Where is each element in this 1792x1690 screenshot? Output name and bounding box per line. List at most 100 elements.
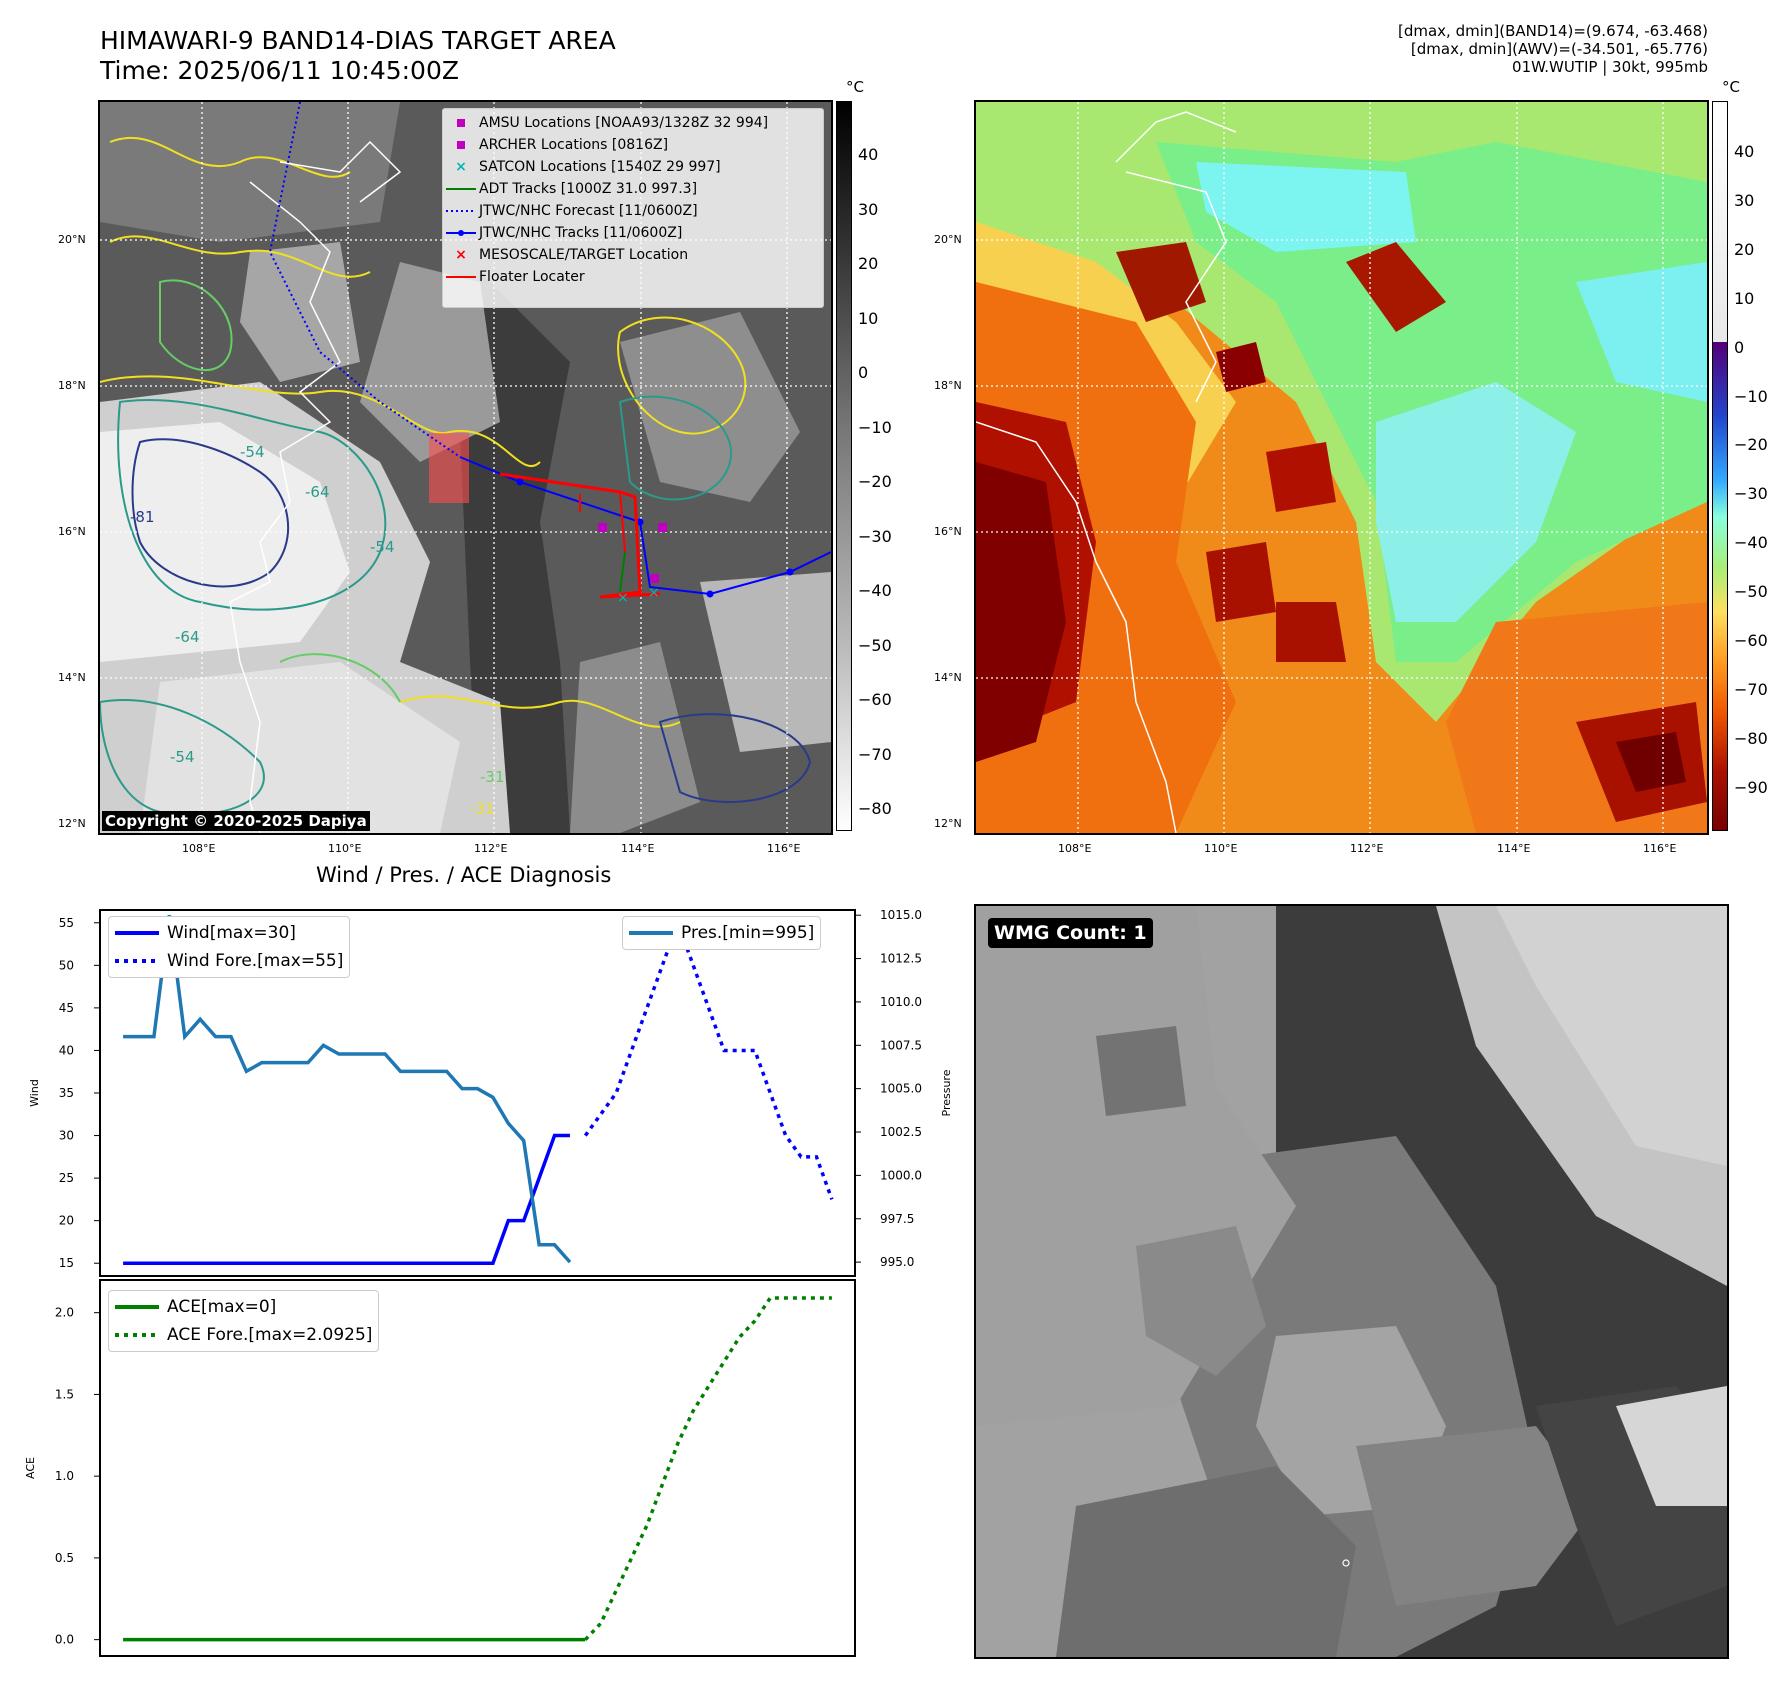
colorbar-tick-label: −70 [858,744,892,764]
dotted-line-icon [443,208,479,214]
lat-label: 14°N [58,671,86,684]
wind-forecast-line [583,917,834,1200]
y-tick-label: 30 [59,1129,74,1143]
y2-tick-label: 1007.5 [880,1038,922,1052]
contour-label: -31 [470,800,495,818]
wind-pressure-chart: 15 20 25 30 35 40 45 50 55 995.0 997.5 1000.0 1002.5… [28,908,953,1277]
colorbar-tick-label: −40 [858,581,892,600]
lon-label: 112°E [1350,842,1384,855]
colorbar-tick-label: 40 [1734,142,1755,161]
solid-line-icon [115,931,159,935]
diagnosis-title: Wind / Pres. / ACE Diagnosis [316,863,612,887]
colorbar-tick-label: −50 [1734,582,1768,602]
lat-label: 16°N [58,525,86,538]
colorbar-grayscale [836,101,852,831]
colorbar-tick-label: −90 [1734,777,1768,797]
legend-mesoscale: × MESOSCALE/TARGET Location [443,244,823,266]
legend-satcon: × SATCON Locations [1540Z 29 997] [443,156,823,178]
info-storm: 01W.WUTIP | 30kt, 995mb [1512,58,1708,76]
colorbar-tick-label: −10 [858,417,892,437]
x-marker-icon: × [455,247,467,263]
colorbar-tick-label: −50 [858,635,892,655]
contour-label: -81 [130,508,155,526]
copyright-label: Copyright © 2020-2025 Dapiya [102,811,370,831]
legend-amsu: AMSU Locations [NOAA93/1328Z 32 994] [443,112,823,134]
colorbar-tick-label: −40 [1734,533,1768,553]
y-axis-label: ACE [24,1457,37,1479]
lat-label: 16°N [934,525,962,538]
dotted-line-icon [115,1333,159,1337]
colorbar-tick-label: −80 [1734,728,1768,748]
colorbar-tick-label: −30 [858,526,892,546]
y-tick-label: 15 [59,1256,74,1270]
colorbar-tick-label: 10 [1734,288,1755,308]
colorbar-tick-label: 10 [858,308,879,328]
contour-label: -31 [480,768,505,786]
timestamp: Time: 2025/06/11 10:45:00Z [100,56,459,85]
awv-map [976,102,1707,833]
lat-label: 20°N [58,233,86,246]
legend-ace: ACE[max=0] [115,1293,372,1321]
page-title: HIMAWARI-9 BAND14-DIAS TARGET AREA [100,26,616,55]
lon-label: 116°E [1643,842,1677,855]
contour-label: -54 [240,443,265,461]
contour-label: -54 [370,538,395,556]
colorbar-tick-label: −60 [1734,631,1768,650]
y-tick-label: 1.0 [55,1469,74,1483]
contour-label: -64 [305,483,330,501]
lon-label: 108°E [182,842,216,855]
y-tick-label: 55 [59,916,74,930]
colorbar-unit: °C [1722,78,1740,96]
y2-tick-label: 1010.0 [880,995,922,1009]
contour-label: -64 [175,628,200,646]
lon-label: 112°E [474,842,508,855]
colorbar-tick-label: −80 [858,799,892,818]
lon-label: 116°E [767,842,801,855]
lon-label: 110°E [1204,842,1238,855]
svg-text:×: × [648,585,660,601]
lat-label: 18°N [58,379,86,392]
colorbar-awv [1712,101,1728,831]
lat-label: 18°N [934,379,962,392]
lat-label: 14°N [934,671,962,684]
pressure-line [123,914,572,1264]
colorbar-tick-label: 30 [858,199,879,219]
y2-tick-label: 1012.5 [880,952,922,966]
colorbar-ticks: 40 30 20 10 0 −10 −20 −30 −40 −50 −60 −70 −80 −90 [1734,101,1784,829]
wmg-panel: WMG Count: 1 [974,904,1729,1659]
y-tick-label: 1.5 [55,1387,74,1401]
legend-ace-forecast: ACE Fore.[max=2.0925] [115,1321,372,1349]
y2-tick-label: 1015.0 [880,908,922,922]
awv-map-panel [974,100,1709,835]
pressure-legend: Pres.[min=995] [622,916,822,950]
colorbar-tick-label: 0 [858,363,869,382]
info-block: [dmax, dmin](BAND14)=(9.674, -63.468) [d… [1398,22,1708,76]
square-marker-icon [443,139,479,151]
colorbar-tick-label: −60 [858,690,892,709]
square-marker-icon [443,117,479,129]
y-axis-label: Wind [28,1079,41,1107]
info-band14: [dmax, dmin](BAND14)=(9.674, -63.468) [1397,22,1708,40]
y-tick-label: 20 [59,1214,74,1228]
ace-forecast-line [584,1296,832,1641]
y-tick-label: 45 [59,1001,74,1015]
wmg-count-badge: WMG Count: 1 [988,918,1153,948]
y2-tick-label: 995.0 [880,1255,914,1269]
plot-frame [99,1279,856,1657]
y-tick-label: 40 [59,1043,74,1057]
ir-map-panel: × × -54 -81 -64 -54 -64 -31 -54 -31 AMSU… [98,100,833,835]
y2-axis-label: Pressure [940,1069,953,1116]
colorbar-unit: °C [846,78,864,96]
colorbar-tick-label: 20 [858,254,879,273]
lat-label: 20°N [934,233,962,246]
line-marker-icon [443,274,479,280]
legend-jtwc-tracks: JTWC/NHC Tracks [11/0600Z] [443,222,823,244]
y-tick-label: 0.5 [55,1551,74,1565]
legend-jtwc-forecast: JTWC/NHC Forecast [11/0600Z] [443,200,823,222]
y-tick-label: 50 [59,958,74,972]
legend-archer: ARCHER Locations [0816Z] [443,134,823,156]
y2-tick-label: 1000.0 [880,1168,922,1182]
y2-tick-label: 1002.5 [880,1125,922,1139]
lat-label: 12°N [934,817,962,830]
y2-tick-label: 997.5 [880,1212,914,1226]
